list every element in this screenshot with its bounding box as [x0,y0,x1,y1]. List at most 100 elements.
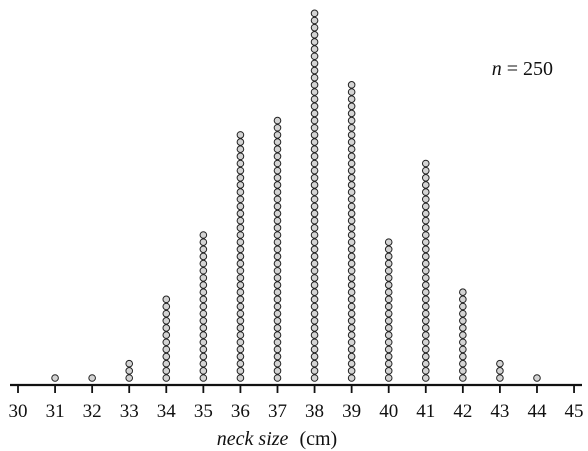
dot-36-31 [236,159,245,168]
dot-39-36 [347,123,356,132]
dot-37-32 [273,152,282,161]
dot-36-8 [236,324,245,332]
dot-35-15 [199,274,208,282]
dot-37-6 [273,338,282,347]
dot-39-32 [347,152,356,161]
dot-37-3 [273,359,282,368]
dot-39-12 [347,295,356,304]
dot-41-4 [421,352,430,361]
dot-37-11 [273,302,282,311]
dot-34-3 [162,359,171,368]
dot-41-1 [421,374,430,382]
dot-37-23 [273,216,282,225]
dot-39-9 [347,317,356,325]
dot-39-29 [347,174,356,182]
dot-39-6 [347,338,356,347]
dot-40-19 [384,245,393,254]
dot-41-29 [421,174,430,182]
dot-37-20 [273,238,282,246]
dot-39-40 [347,95,356,103]
dot-41-7 [421,331,430,339]
dot-38-11 [310,302,319,311]
dot-37-1 [273,374,282,382]
dot-35-17 [199,259,208,268]
dot-40-1 [384,374,393,382]
dot-37-21 [273,231,282,239]
dot-38-4 [310,352,319,361]
dot-41-21 [421,231,430,239]
dot-36-1 [236,374,245,382]
dot-38-39 [310,102,319,111]
dot-40-13 [384,288,393,297]
dot-35-3 [199,359,208,368]
dot-36-4 [236,352,245,361]
dot-41-6 [421,338,430,347]
x-tick-label-36: 36 [231,401,250,422]
dot-40-16 [384,266,393,275]
dot-36-17 [236,259,245,268]
dot-39-17 [347,259,356,268]
dot-37-27 [273,188,282,196]
dot-39-26 [347,195,356,204]
x-tick-label-31: 31 [46,401,65,422]
dot-39-42 [347,81,356,89]
dot-40-9 [384,317,393,325]
dot-36-3 [236,359,245,368]
dot-41-19 [421,245,430,254]
dot-36-12 [236,295,245,304]
dot-43-2 [496,367,504,375]
dot-38-34 [310,138,319,146]
dot-39-41 [347,88,356,96]
dot-38-33 [310,145,319,153]
dot-41-26 [421,195,430,204]
dot-40-6 [384,338,393,347]
dot-37-19 [273,245,282,254]
dot-38-19 [310,245,319,254]
sample-size-value: = 250 [502,58,553,80]
dot-41-3 [421,359,430,368]
dot-38-41 [310,88,319,96]
dot-40-10 [384,309,393,318]
dot-42-4 [459,352,467,361]
dot-34-9 [162,317,171,325]
x-tick-label-33: 33 [120,401,139,422]
dot-40-3 [384,359,393,368]
dot-41-27 [421,188,430,196]
dot-38-24 [310,209,319,218]
dot-40-12 [384,295,393,304]
dot-36-35 [236,131,245,139]
dot-34-11 [162,302,171,311]
dot-42-6 [459,338,467,347]
dot-41-22 [421,224,430,232]
dot-36-33 [236,145,245,153]
dot-37-28 [273,181,282,189]
dot-36-29 [236,174,245,182]
dot-42-11 [459,302,467,311]
dot-35-7 [199,331,208,339]
dot-39-25 [347,202,356,211]
dot-37-35 [273,131,282,139]
dot-41-5 [421,345,430,354]
dot-36-14 [236,281,245,289]
dot-38-31 [310,159,319,168]
dot-33-2 [125,367,134,375]
dot-41-24 [421,209,430,218]
dot-37-2 [273,367,282,375]
dot-39-23 [347,216,356,225]
dot-34-1 [162,374,171,382]
dot-37-4 [273,352,282,361]
x-axis-title: neck size (cm) [217,428,337,450]
dot-35-4 [199,352,208,361]
dot-38-49 [310,31,319,39]
dot-37-15 [273,274,282,282]
dot-38-12 [310,295,319,304]
dot-37-22 [273,224,282,232]
dot-38-23 [310,216,319,225]
dot-38-29 [310,174,319,182]
dot-35-19 [199,245,208,254]
dot-38-3 [310,359,319,368]
dot-38-36 [310,123,319,132]
x-tick-label-30: 30 [9,401,28,422]
dot-38-2 [310,367,319,375]
dot-36-23 [236,216,245,225]
